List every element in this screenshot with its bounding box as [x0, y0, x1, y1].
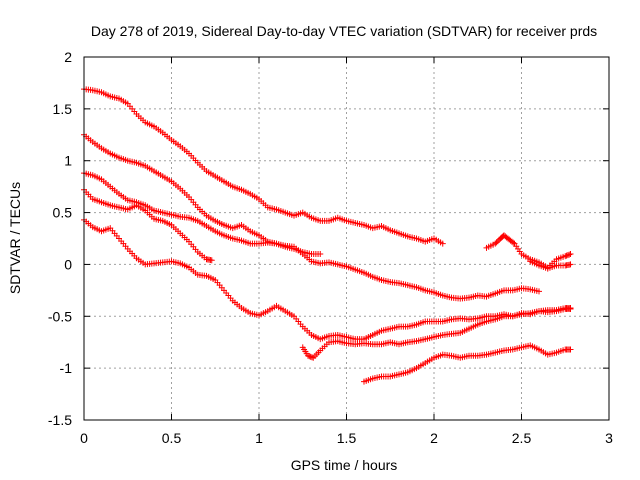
x-axis-label: GPS time / hours	[291, 457, 398, 473]
data-point	[208, 257, 215, 264]
y-tick-label: 2	[64, 49, 72, 65]
data-point	[307, 353, 314, 360]
x-tick-label: 2.5	[512, 430, 532, 446]
series-arc-6	[299, 304, 574, 361]
x-tick-label: 0.5	[162, 430, 182, 446]
series-arc-4	[81, 186, 215, 264]
data-point	[566, 251, 573, 258]
data-point	[563, 252, 570, 259]
x-tick-label: 0	[80, 430, 88, 446]
data-point	[567, 261, 574, 268]
data-point	[567, 346, 574, 353]
chart-title: Day 278 of 2019, Sidereal Day-to-day VTE…	[91, 23, 597, 39]
data-point	[317, 251, 324, 258]
y-tick-label: 1.5	[53, 101, 73, 117]
y-tick-label: 0	[64, 256, 72, 272]
x-tick-label: 2	[430, 430, 438, 446]
grid-lines	[84, 57, 609, 420]
y-tick-label: -1	[60, 360, 73, 376]
data-point	[306, 353, 313, 360]
data-point	[492, 240, 499, 247]
y-tick-label: 0.5	[53, 205, 73, 221]
series-arc-7	[361, 342, 574, 385]
data-point	[510, 239, 517, 246]
data-point	[564, 252, 571, 259]
data-point	[494, 238, 501, 245]
axis-ticks: 0 0.5 1 1.5 2 2.5 3 -1.5 -1 -0.5 0 0.5 1 1.5 2	[48, 49, 613, 446]
x-tick-label: 3	[605, 430, 613, 446]
data-points	[81, 86, 574, 385]
data-point	[567, 251, 574, 258]
x-tick-label: 1.5	[337, 430, 357, 446]
y-tick-label: 1	[64, 153, 72, 169]
data-point	[493, 239, 500, 246]
x-tick-label: 1	[255, 430, 263, 446]
data-point	[567, 304, 574, 311]
data-point	[562, 253, 569, 260]
series-arc-3	[81, 170, 542, 302]
y-tick-label: -1.5	[48, 412, 72, 428]
y-axis-label: SDTVAR / TECUs	[7, 182, 23, 294]
data-point	[305, 352, 311, 359]
series-arc-9	[527, 258, 574, 272]
series-arc-5	[81, 216, 574, 343]
data-point	[308, 354, 315, 361]
series-arc-1	[81, 86, 446, 247]
y-tick-label: -0.5	[48, 308, 72, 324]
data-point	[439, 240, 446, 247]
data-point	[536, 288, 542, 295]
series-arc-2	[81, 131, 324, 258]
